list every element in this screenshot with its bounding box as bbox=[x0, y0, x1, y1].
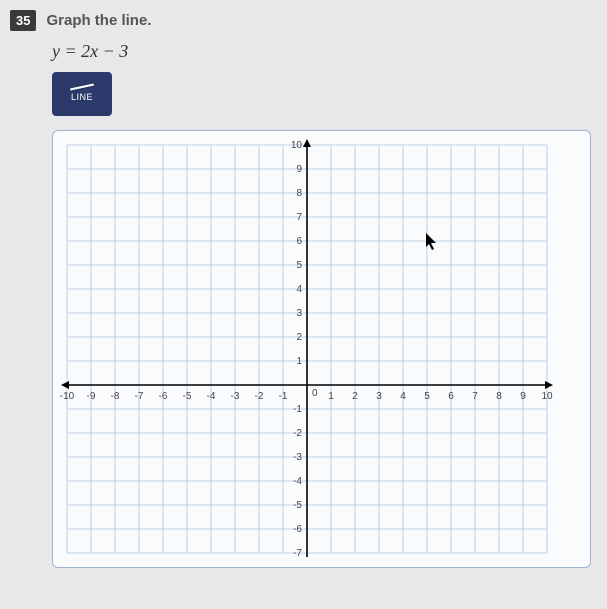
equation-text: y = 2x − 3 bbox=[52, 41, 597, 62]
svg-text:-4: -4 bbox=[293, 476, 302, 487]
svg-text:5: 5 bbox=[296, 260, 302, 271]
svg-text:1: 1 bbox=[328, 391, 334, 402]
svg-text:7: 7 bbox=[296, 212, 302, 223]
svg-text:6: 6 bbox=[448, 391, 454, 402]
svg-text:10: 10 bbox=[291, 140, 303, 151]
svg-text:6: 6 bbox=[296, 236, 302, 247]
svg-text:7: 7 bbox=[472, 391, 478, 402]
svg-text:9: 9 bbox=[520, 391, 526, 402]
svg-text:10: 10 bbox=[541, 391, 553, 402]
svg-text:2: 2 bbox=[296, 332, 302, 343]
svg-text:-2: -2 bbox=[255, 391, 264, 402]
svg-text:3: 3 bbox=[376, 391, 382, 402]
svg-text:8: 8 bbox=[296, 188, 302, 199]
svg-text:-6: -6 bbox=[293, 524, 302, 535]
coordinate-grid[interactable]: -10-9-8-7-6-5-4-3-2-10123456789101234567… bbox=[59, 137, 555, 561]
svg-text:9: 9 bbox=[296, 164, 302, 175]
svg-text:-1: -1 bbox=[293, 404, 302, 415]
svg-text:8: 8 bbox=[496, 391, 502, 402]
svg-text:-7: -7 bbox=[135, 391, 144, 402]
svg-text:-9: -9 bbox=[87, 391, 96, 402]
instruction-text: Graph the line. bbox=[46, 12, 151, 29]
line-icon bbox=[70, 84, 94, 91]
graph-area[interactable]: -10-9-8-7-6-5-4-3-2-10123456789101234567… bbox=[52, 130, 591, 568]
svg-text:4: 4 bbox=[400, 391, 406, 402]
svg-text:-4: -4 bbox=[207, 391, 216, 402]
svg-text:2: 2 bbox=[352, 391, 358, 402]
svg-text:3: 3 bbox=[296, 308, 302, 319]
svg-text:-2: -2 bbox=[293, 428, 302, 439]
svg-text:-3: -3 bbox=[293, 452, 302, 463]
svg-text:4: 4 bbox=[296, 284, 302, 295]
svg-text:-1: -1 bbox=[279, 391, 288, 402]
line-tool-button[interactable]: LINE bbox=[52, 72, 112, 116]
svg-text:-10: -10 bbox=[60, 391, 75, 402]
svg-text:-7: -7 bbox=[293, 548, 302, 559]
svg-text:-5: -5 bbox=[183, 391, 192, 402]
question-number: 35 bbox=[10, 10, 36, 31]
svg-text:0: 0 bbox=[312, 388, 318, 399]
svg-text:-6: -6 bbox=[159, 391, 168, 402]
svg-text:-8: -8 bbox=[111, 391, 120, 402]
line-tool-label: LINE bbox=[71, 92, 93, 102]
svg-text:-5: -5 bbox=[293, 500, 302, 511]
svg-text:5: 5 bbox=[424, 391, 430, 402]
svg-text:-3: -3 bbox=[231, 391, 240, 402]
svg-text:1: 1 bbox=[296, 356, 302, 367]
